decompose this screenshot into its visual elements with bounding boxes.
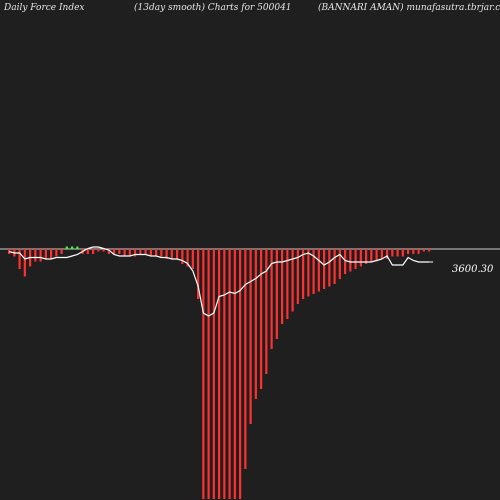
- chart-header-right: (BANNARI AMAN) munafasutra.tbrjar.com: [318, 3, 500, 13]
- force-bar: [412, 249, 415, 254]
- force-bar: [218, 249, 221, 499]
- force-bar: [44, 249, 47, 259]
- force-bar: [386, 249, 389, 259]
- force-bar: [365, 249, 368, 264]
- force-bar: [249, 249, 252, 424]
- force-bar: [270, 249, 273, 349]
- force-bar: [312, 249, 315, 294]
- force-bar: [202, 249, 205, 499]
- force-bar: [155, 249, 158, 257]
- force-bar: [323, 249, 326, 289]
- force-bar: [71, 246, 74, 249]
- force-bar: [65, 246, 68, 249]
- force-bar: [428, 249, 431, 252]
- force-bar: [191, 249, 194, 269]
- force-bar: [60, 249, 63, 254]
- force-bar: [401, 249, 404, 257]
- force-bar: [23, 249, 26, 277]
- force-bar: [118, 249, 121, 254]
- force-bar: [359, 249, 362, 267]
- force-bar: [34, 249, 37, 262]
- force-bar: [102, 249, 105, 252]
- force-bar: [113, 249, 116, 254]
- force-bar: [422, 249, 425, 252]
- force-bar: [239, 249, 242, 499]
- force-bar: [207, 249, 210, 499]
- force-bar: [228, 249, 231, 499]
- force-index-bars: [8, 246, 431, 499]
- price-line: [8, 246, 430, 317]
- force-bar: [307, 249, 310, 297]
- force-bar: [92, 249, 95, 254]
- force-bar: [39, 249, 42, 262]
- force-bar: [333, 249, 336, 284]
- force-bar: [328, 249, 331, 287]
- force-bar: [160, 249, 163, 257]
- force-bar: [417, 249, 420, 254]
- force-bar: [139, 249, 142, 254]
- force-bar: [354, 249, 357, 269]
- force-bar: [291, 249, 294, 312]
- force-bar: [281, 249, 284, 324]
- force-bar: [144, 249, 147, 254]
- force-bar: [349, 249, 352, 272]
- force-bar: [302, 249, 305, 299]
- force-bar: [186, 249, 189, 267]
- force-bar: [97, 249, 100, 252]
- force-bar: [260, 249, 263, 389]
- force-bar: [380, 249, 383, 259]
- value-label: 3600.30: [452, 264, 494, 275]
- force-bar: [50, 249, 53, 259]
- force-bar: [296, 249, 299, 304]
- force-bar: [149, 249, 152, 257]
- force-bar: [76, 246, 79, 249]
- force-bar: [407, 249, 410, 254]
- force-bar: [128, 249, 131, 257]
- force-bar: [391, 249, 394, 257]
- force-bar: [286, 249, 289, 319]
- force-bar: [197, 249, 200, 299]
- force-bar: [18, 249, 21, 269]
- force-bar: [317, 249, 320, 292]
- force-bar: [212, 249, 215, 499]
- force-bar: [244, 249, 247, 469]
- force-bar: [254, 249, 257, 399]
- force-bar: [123, 249, 126, 257]
- force-bar: [176, 249, 179, 259]
- force-bar: [107, 249, 110, 254]
- force-bar: [165, 249, 168, 259]
- chart-header-left: Daily Force Index: [4, 3, 85, 13]
- force-bar: [170, 249, 173, 259]
- force-bar: [181, 249, 184, 264]
- force-bar: [233, 249, 236, 499]
- force-bar: [338, 249, 341, 279]
- force-bar: [223, 249, 226, 499]
- force-bar: [370, 249, 373, 262]
- chart-header-center: (13day smooth) Charts for 500041: [134, 3, 292, 13]
- force-bar: [396, 249, 399, 257]
- force-bar: [275, 249, 278, 339]
- force-bar: [134, 249, 137, 257]
- force-bar: [375, 249, 378, 262]
- force-bar: [344, 249, 347, 274]
- force-bar: [55, 249, 58, 257]
- force-bar: [265, 249, 268, 374]
- force-bar: [86, 249, 89, 254]
